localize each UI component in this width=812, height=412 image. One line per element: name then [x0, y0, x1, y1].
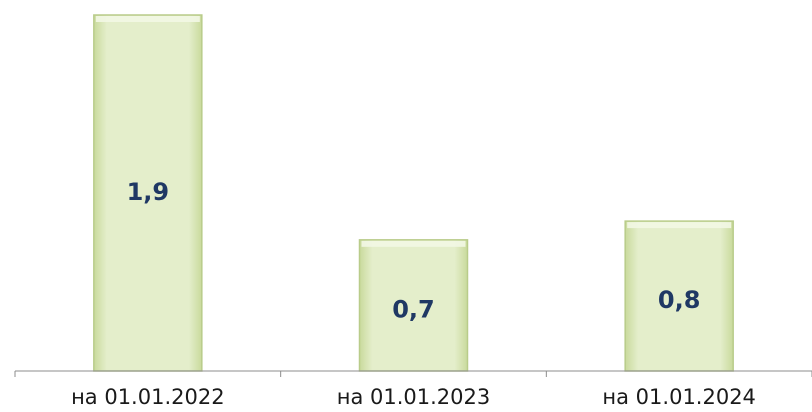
bar-highlight — [361, 240, 466, 247]
bar — [358, 239, 469, 372]
x-axis-tick-labels: на 01.01.2022 на 01.01.2023 на 01.01.2024 — [71, 385, 756, 409]
x-axis-tick-label: на 01.01.2024 — [602, 385, 756, 409]
bars-group: 1,9 0,7 0,8 — [93, 14, 734, 372]
bar-highlight — [627, 222, 732, 229]
bar-value-label: 0,8 — [658, 286, 701, 314]
bar-value-label: 1,9 — [127, 178, 170, 206]
bar-value-label: 0,7 — [392, 295, 435, 323]
x-axis-tick-label: на 01.01.2023 — [337, 385, 491, 409]
bar-highlight — [95, 16, 200, 22]
x-axis-tick-label: на 01.01.2022 — [71, 385, 225, 409]
bar — [93, 14, 203, 372]
bar — [624, 220, 734, 372]
x-axis-ticks — [14, 371, 812, 377]
